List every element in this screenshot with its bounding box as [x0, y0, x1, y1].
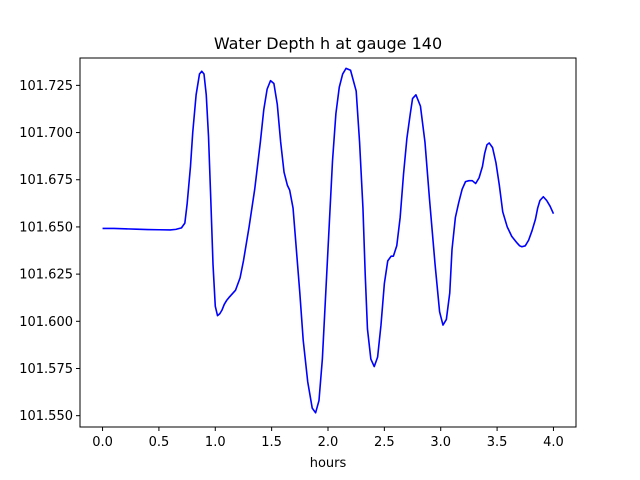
- series-line-0: [102, 67, 555, 414]
- x-tick-label: 1.5: [261, 435, 282, 450]
- x-axis-label: hours: [310, 456, 347, 471]
- y-axis-ticks: 101.550 101.575 101.600 101.625 101.650 101.6…: [19, 79, 80, 424]
- y-tick-label: 101.575: [19, 362, 73, 377]
- x-axis-ticks: 0.0 0.5 1.0 1.5 2.0 2.5 3.0 3.5 4.0: [92, 427, 564, 450]
- y-tick-label: 101.650: [19, 220, 73, 235]
- x-tick-label: 3.0: [430, 435, 451, 450]
- plot-frame: [79, 57, 577, 428]
- y-tick-label: 101.725: [19, 79, 73, 94]
- x-tick-label: 1.0: [205, 435, 226, 450]
- series-line-group: [102, 67, 555, 414]
- x-tick-label: 2.0: [318, 435, 339, 450]
- x-tick-label: 2.5: [374, 435, 395, 450]
- y-tick-label: 101.550: [19, 409, 73, 424]
- x-tick-label: 0.5: [149, 435, 170, 450]
- x-tick-label: 0.0: [92, 435, 113, 450]
- y-tick-label: 101.625: [19, 268, 73, 283]
- y-tick-label: 101.600: [19, 315, 73, 330]
- x-tick-label: 3.5: [487, 435, 508, 450]
- chart-title: Water Depth h at gauge 140: [214, 34, 442, 53]
- y-tick-label: 101.675: [19, 173, 73, 188]
- y-tick-label: 101.700: [19, 126, 73, 141]
- x-tick-label: 4.0: [543, 435, 564, 450]
